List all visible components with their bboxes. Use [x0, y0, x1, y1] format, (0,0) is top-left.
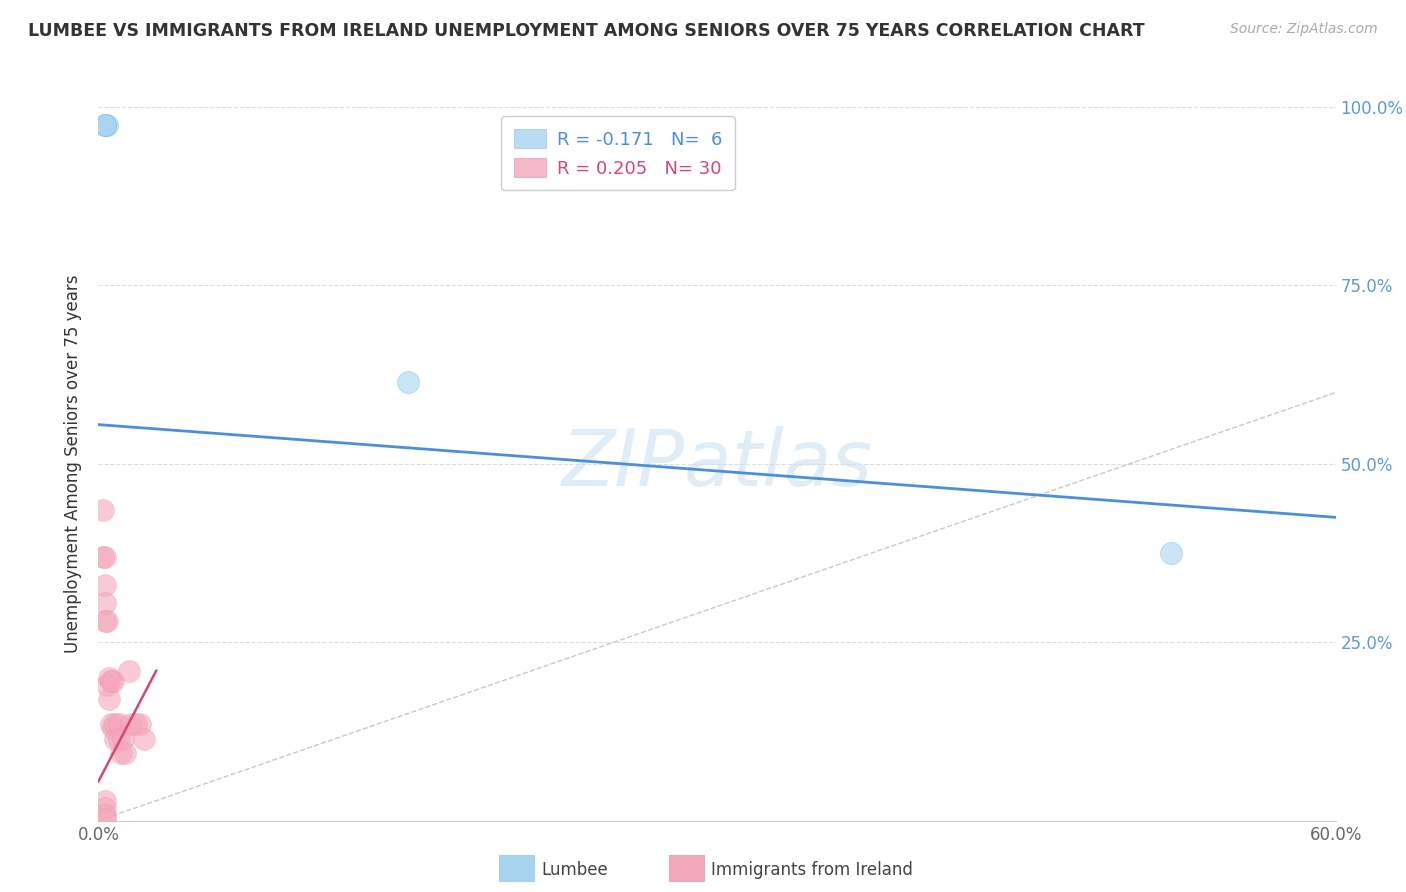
Point	[114, 746, 136, 760]
Point	[93, 118, 115, 132]
Point	[104, 731, 127, 746]
Point	[108, 717, 131, 731]
Point	[93, 812, 115, 826]
Point	[124, 717, 146, 731]
Point	[112, 731, 135, 746]
Y-axis label: Unemployment Among Seniors over 75 years: Unemployment Among Seniors over 75 years	[65, 275, 83, 653]
Point	[118, 664, 141, 678]
Point	[93, 801, 115, 815]
Text: Lumbee: Lumbee	[541, 861, 607, 879]
Point	[96, 118, 118, 132]
Text: LUMBEE VS IMMIGRANTS FROM IRELAND UNEMPLOYMENT AMONG SENIORS OVER 75 YEARS CORRE: LUMBEE VS IMMIGRANTS FROM IRELAND UNEMPL…	[28, 22, 1144, 40]
Point	[110, 746, 132, 760]
Point	[132, 731, 155, 746]
Point	[93, 808, 115, 822]
Point	[128, 717, 150, 731]
Point	[96, 614, 118, 628]
Point	[108, 731, 131, 746]
Point	[396, 375, 419, 389]
Point	[100, 674, 122, 689]
Text: ZIPatlas: ZIPatlas	[561, 425, 873, 502]
Point	[96, 678, 118, 692]
Point	[101, 674, 124, 689]
Point	[97, 671, 120, 685]
Point	[120, 717, 142, 731]
Point	[93, 578, 115, 592]
Point	[100, 717, 122, 731]
Point	[93, 118, 115, 132]
Point	[91, 549, 114, 564]
Point	[101, 721, 124, 735]
Point	[93, 596, 115, 610]
Text: Immigrants from Ireland: Immigrants from Ireland	[711, 861, 914, 879]
Point	[91, 503, 114, 517]
Point	[104, 717, 127, 731]
Legend: R = -0.171   N=  6, R = 0.205   N= 30: R = -0.171 N= 6, R = 0.205 N= 30	[501, 116, 735, 190]
Point	[93, 549, 115, 564]
Point	[97, 692, 120, 706]
Point	[93, 118, 115, 132]
Point	[93, 614, 115, 628]
Point	[1160, 546, 1182, 560]
Point	[93, 794, 115, 808]
Text: Source: ZipAtlas.com: Source: ZipAtlas.com	[1230, 22, 1378, 37]
